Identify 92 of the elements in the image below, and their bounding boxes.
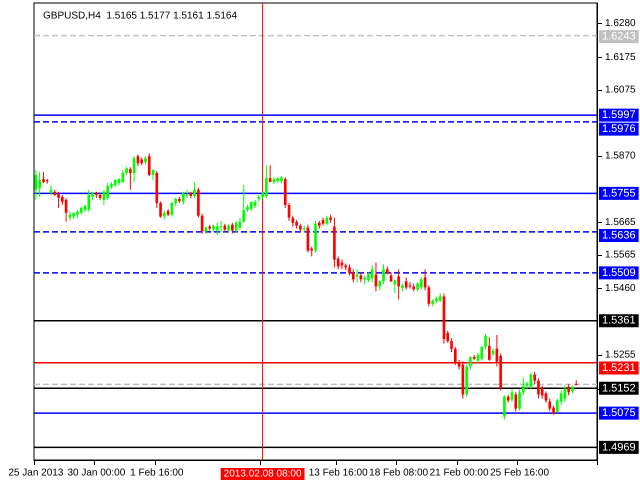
candlestick [533, 371, 536, 385]
candlestick [514, 392, 518, 412]
text: GBPUSD,H4 1.5165 1.5177 1.5161 1.5164 [43, 10, 238, 22]
candlestick [102, 189, 106, 206]
candlestick [370, 264, 374, 283]
candlestick [548, 398, 552, 412]
candlestick [522, 377, 525, 396]
ref-line-label: 1.5231 [602, 362, 636, 374]
candlestick [129, 166, 132, 190]
candlestick [404, 276, 408, 290]
candlestick [540, 385, 544, 400]
ref-line-label: 1.5997 [602, 109, 636, 122]
candlestick [530, 372, 532, 390]
x-tick-label: 25 Feb 16:00 [490, 468, 550, 478]
x-tick-label: 18 Feb 08:00 [369, 468, 429, 478]
candlestick [378, 280, 382, 291]
candlestick [38, 172, 41, 198]
candlestick [416, 282, 419, 292]
x-tick-label: 1 Feb 16:00 [130, 468, 184, 478]
candlestick [193, 182, 196, 199]
candlestick [306, 224, 310, 254]
candlestick [34, 170, 38, 200]
candlestick [544, 390, 548, 403]
candlestick [397, 268, 400, 300]
candlestick [234, 220, 238, 233]
candlestick [394, 278, 396, 294]
candlestick [424, 268, 426, 291]
candlestick [567, 384, 570, 396]
candlestick [182, 191, 185, 206]
candlestick [564, 385, 566, 402]
candlestick [231, 222, 234, 234]
candlestick [57, 191, 60, 208]
candlestick [420, 276, 423, 290]
ref-line-label: 1.5509 [602, 266, 636, 279]
candlestick [360, 272, 362, 283]
candlestick [68, 211, 72, 222]
candlestick [268, 164, 272, 183]
ref-line-label: 1.5976 [602, 123, 636, 136]
candlestick [340, 259, 344, 270]
y-tick-label: 1.5255 [605, 349, 636, 360]
candlestick [428, 284, 430, 307]
x-tick-label: 13 Feb 16:00 [308, 468, 368, 478]
candlestick [265, 164, 268, 199]
candlestick [121, 170, 124, 184]
candlestick [374, 262, 378, 292]
candlestick [510, 388, 514, 402]
candlestick [537, 378, 540, 400]
ref-line-label: 1.6243 [602, 30, 636, 43]
candlestick [450, 338, 453, 353]
ref-line-label: 1.5361 [602, 314, 636, 327]
y-tick-label: 1.6175 [605, 52, 636, 64]
candlestick [152, 168, 154, 180]
candlestick [503, 394, 506, 420]
x-tick-label: 2013.02.08 08:00 [224, 468, 302, 480]
x-tick-label: 30 Jan 00:00 [67, 468, 126, 478]
ref-line-label: 1.5755 [602, 187, 636, 200]
candlestick [390, 272, 392, 283]
candlestick [469, 356, 472, 370]
ref-line-label: 1.5075 [602, 407, 636, 420]
candlestick [87, 189, 90, 212]
candlestick [50, 184, 52, 196]
candlestick [42, 172, 45, 184]
candlestick [326, 215, 328, 226]
y-tick-label: 1.5870 [605, 150, 636, 162]
candlestick [200, 213, 204, 234]
y-tick-label: 1.6280 [605, 18, 636, 30]
candlestick [518, 389, 521, 412]
x-tick-label: 21 Feb 00:00 [430, 468, 489, 478]
candlestick [242, 184, 246, 224]
ref-line-label: 1.5636 [602, 229, 636, 242]
candlestick [106, 182, 110, 200]
candlestick [136, 154, 140, 166]
candlestick [216, 222, 219, 236]
candlestick [132, 156, 136, 183]
y-tick-label: 1.5460 [605, 283, 636, 294]
candlestick [220, 220, 222, 233]
y-tick-label: 1.6075 [605, 84, 636, 96]
candlestick [352, 268, 355, 283]
x-tick-label: 25 Jan 2013 [8, 468, 64, 478]
candlestick [64, 198, 68, 222]
y-tick-label: 1.5565 [605, 249, 636, 260]
y-tick-label: 1.5665 [605, 216, 636, 228]
ref-line-label: 1.5152 [602, 382, 636, 394]
candlestick [348, 264, 351, 276]
candlestick [292, 215, 294, 228]
candlestick [356, 268, 358, 283]
candlestick [170, 200, 174, 218]
candlestick [382, 264, 385, 285]
candlestick [159, 200, 162, 218]
candlestick [148, 152, 151, 177]
ref-line-label: 1.4969 [602, 441, 636, 454]
candlestick [367, 272, 370, 283]
